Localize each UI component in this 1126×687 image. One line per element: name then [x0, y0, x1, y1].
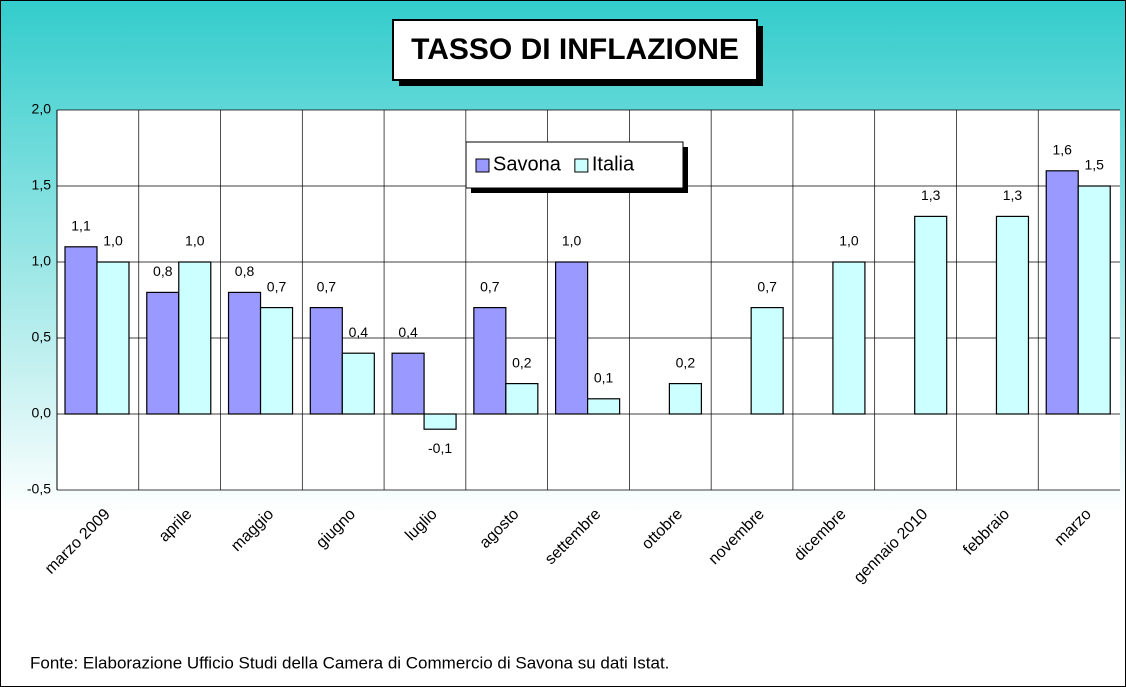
data-label: -0,1: [428, 440, 452, 456]
legend-label: Savona: [493, 153, 562, 175]
bar: [832, 261, 866, 415]
data-label: 0,2: [512, 354, 532, 370]
data-label: 1,6: [1052, 142, 1072, 158]
bar: [227, 291, 262, 415]
y-tick-label: 1,5: [32, 177, 52, 193]
data-label: 0,7: [480, 278, 500, 294]
legend-label: Italia: [592, 153, 635, 175]
bar: [555, 261, 589, 415]
data-label: 0,4: [398, 324, 418, 340]
chart-title: TASSO DI INFLAZIONE: [411, 33, 739, 66]
bar: [995, 215, 1030, 415]
data-label: 1,0: [562, 233, 582, 249]
bar: [341, 352, 375, 415]
bar: [1045, 170, 1079, 415]
y-tick-label: 2,0: [32, 101, 52, 117]
data-label: 1,5: [1084, 157, 1104, 173]
bar: [391, 352, 425, 415]
data-label: 0,7: [757, 278, 777, 294]
bar: [505, 383, 539, 415]
data-label: 0,2: [676, 354, 696, 370]
bar: [259, 307, 294, 415]
data-label: 1,0: [103, 233, 123, 249]
bar: [96, 261, 130, 415]
bar: [750, 307, 784, 415]
bar: [309, 307, 343, 415]
bar: [473, 307, 507, 415]
data-label: 1,0: [185, 233, 205, 249]
data-label: 0,8: [235, 263, 255, 279]
y-tick-label: 1,0: [32, 253, 52, 269]
source-note: Fonte: Elaborazione Ufficio Studi della …: [30, 653, 669, 672]
bar: [914, 215, 948, 415]
title-box: [392, 19, 758, 81]
data-label: 0,7: [317, 278, 337, 294]
y-tick-label: 0,0: [32, 405, 52, 421]
legend-swatch: [574, 158, 589, 173]
bar: [423, 413, 457, 430]
bar: [64, 246, 98, 415]
data-label: 1,0: [839, 233, 859, 249]
data-label: 1,3: [921, 187, 941, 203]
data-label: 0,4: [349, 324, 369, 340]
data-label: 1,1: [71, 218, 91, 234]
legend-swatch: [475, 158, 490, 173]
data-label: 0,1: [594, 370, 614, 386]
data-label: 0,8: [153, 263, 173, 279]
bar: [178, 261, 212, 415]
y-tick-label: -0,5: [27, 481, 51, 497]
bar: [146, 291, 180, 415]
y-tick-label: 0,5: [32, 329, 52, 345]
bar: [1077, 185, 1111, 415]
data-label: 0,7: [267, 278, 287, 294]
bar: [587, 398, 621, 415]
data-label: 1,3: [1003, 187, 1023, 203]
bar: [668, 383, 702, 415]
